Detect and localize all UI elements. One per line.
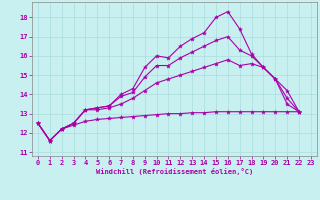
X-axis label: Windchill (Refroidissement éolien,°C): Windchill (Refroidissement éolien,°C)	[96, 168, 253, 175]
